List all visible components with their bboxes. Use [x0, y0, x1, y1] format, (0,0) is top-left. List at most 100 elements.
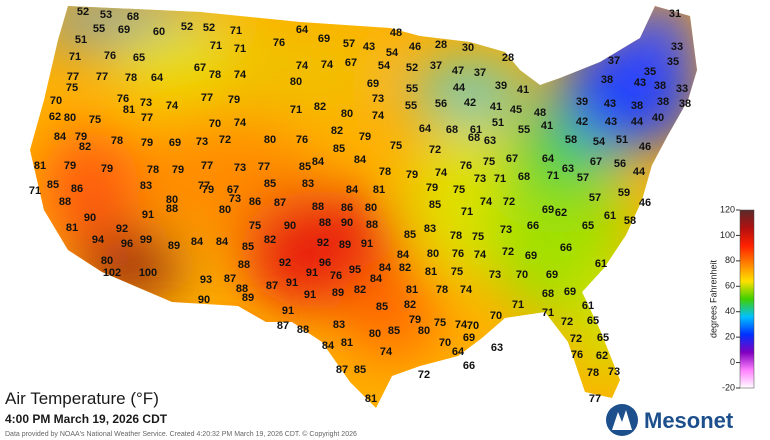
temperature-label: 41 — [541, 120, 553, 132]
temperature-label: 65 — [597, 332, 609, 344]
temperature-label: 85 — [47, 179, 59, 191]
temperature-label: 74 — [372, 110, 385, 122]
temperature-label: 39 — [495, 80, 507, 92]
temperature-label: 84 — [354, 154, 367, 166]
temperature-label: 38 — [679, 98, 691, 110]
temperature-label: 46 — [639, 141, 651, 153]
temperature-label: 84 — [397, 249, 410, 261]
temperature-label: 86 — [249, 196, 261, 208]
temperature-label: 28 — [435, 39, 447, 51]
temperature-label: 89 — [332, 287, 344, 299]
temperature-label: 73 — [608, 366, 620, 378]
temperature-label: 63 — [562, 163, 574, 175]
temperature-label: 61 — [595, 258, 607, 270]
temperature-label: 82 — [79, 141, 91, 153]
temperature-label: 30 — [462, 42, 474, 54]
temperature-label: 64 — [151, 72, 164, 84]
colorbar-tick-label: 0 — [730, 357, 735, 367]
temperature-label: 51 — [616, 134, 628, 146]
temperature-label: 38 — [631, 100, 643, 112]
temperature-label: 84 — [322, 340, 335, 352]
temperature-label: 89 — [339, 239, 351, 251]
temperature-label: 65 — [587, 315, 599, 327]
temperature-label: 64 — [296, 24, 309, 36]
temperature-label: 67 — [345, 57, 357, 69]
temperature-label: 87 — [277, 320, 289, 332]
temperature-label: 76 — [117, 93, 129, 105]
temperature-label: 63 — [491, 342, 503, 354]
temperature-label: 75 — [434, 317, 446, 329]
temperature-label: 78 — [111, 135, 123, 147]
temperature-label: 77 — [589, 393, 601, 405]
temperature-label: 71 — [547, 170, 559, 182]
temperature-label: 57 — [343, 38, 355, 50]
temperature-label: 89 — [168, 240, 180, 252]
temperature-label: 88 — [312, 201, 324, 213]
temperature-label: 91 — [282, 305, 294, 317]
colorbar-label: degrees Fahrenheit — [708, 259, 718, 338]
temperature-label: 87 — [224, 273, 236, 285]
temperature-label: 90 — [84, 212, 96, 224]
temperature-label: 74 — [474, 249, 487, 261]
temperature-label: 88 — [366, 219, 378, 231]
temperature-label: 92 — [317, 237, 329, 249]
temperature-label: 79 — [409, 314, 421, 326]
temperature-label: 96 — [121, 238, 133, 250]
temperature-label: 73 — [500, 224, 512, 236]
temperature-label: 64 — [542, 153, 555, 165]
temperature-label: 78 — [436, 284, 448, 296]
temperature-label: 71 — [512, 299, 524, 311]
temperature-label: 45 — [510, 104, 522, 116]
temperature-label: 28 — [502, 52, 514, 64]
temperature-label: 72 — [429, 144, 441, 156]
temperature-label: 56 — [435, 98, 447, 110]
temperature-label: 38 — [654, 80, 666, 92]
temperature-label: 81 — [406, 284, 418, 296]
temperature-label: 52 — [77, 6, 89, 18]
temperature-label: 79 — [141, 137, 153, 149]
temperature-label: 61 — [582, 300, 594, 312]
temperature-label: 72 — [561, 316, 573, 328]
temperature-label: 73 — [229, 193, 241, 205]
temperature-label: 78 — [147, 164, 159, 176]
temperature-label: 71 — [69, 51, 81, 63]
temperature-label: 91 — [286, 277, 298, 289]
temperature-label: 90 — [341, 217, 353, 229]
temperature-label: 85 — [376, 301, 388, 313]
temperature-label: 77 — [201, 92, 213, 104]
temperature-label: 100 — [139, 267, 157, 279]
temperature-label: 79 — [228, 94, 240, 106]
temperature-label: 37 — [474, 67, 486, 79]
temperature-label: 71 — [494, 173, 506, 185]
temperature-label: 76 — [460, 160, 472, 172]
temperature-label: 85 — [429, 199, 441, 211]
temperature-label: 78 — [587, 367, 599, 379]
temperature-label: 84 — [312, 156, 325, 168]
temperature-label: 73 — [474, 173, 486, 185]
temperature-label: 44 — [631, 116, 644, 128]
temperature-label: 67 — [194, 62, 206, 74]
temperature-label: 72 — [570, 333, 582, 345]
temperature-label: 79 — [406, 169, 418, 181]
colorbar-tick-label: 100 — [720, 230, 735, 240]
colorbar-tick-label: 80 — [725, 255, 735, 265]
temperature-label: 82 — [404, 299, 416, 311]
temperature-label: 81 — [365, 393, 377, 405]
colorbar-tick-label: -20 — [722, 382, 735, 392]
temperature-label: 51 — [75, 34, 87, 46]
temperature-label: 46 — [409, 41, 421, 53]
temperature-label: 79 — [202, 184, 214, 196]
temperature-label: 81 — [373, 184, 385, 196]
temperature-label: 82 — [264, 234, 276, 246]
credit: Data provided by NOAA's National Weather… — [5, 430, 357, 438]
colorbar-tick-label: 60 — [725, 281, 735, 291]
temperature-label: 80 — [418, 325, 430, 337]
temperature-label: 77 — [198, 180, 210, 192]
temperature-label: 80 — [264, 134, 276, 146]
temperature-label: 82 — [331, 125, 343, 137]
temperature-label: 73 — [489, 269, 501, 281]
temperature-label: 80 — [427, 248, 439, 260]
temperature-label: 38 — [657, 96, 669, 108]
temperature-label: 75 — [390, 140, 402, 152]
